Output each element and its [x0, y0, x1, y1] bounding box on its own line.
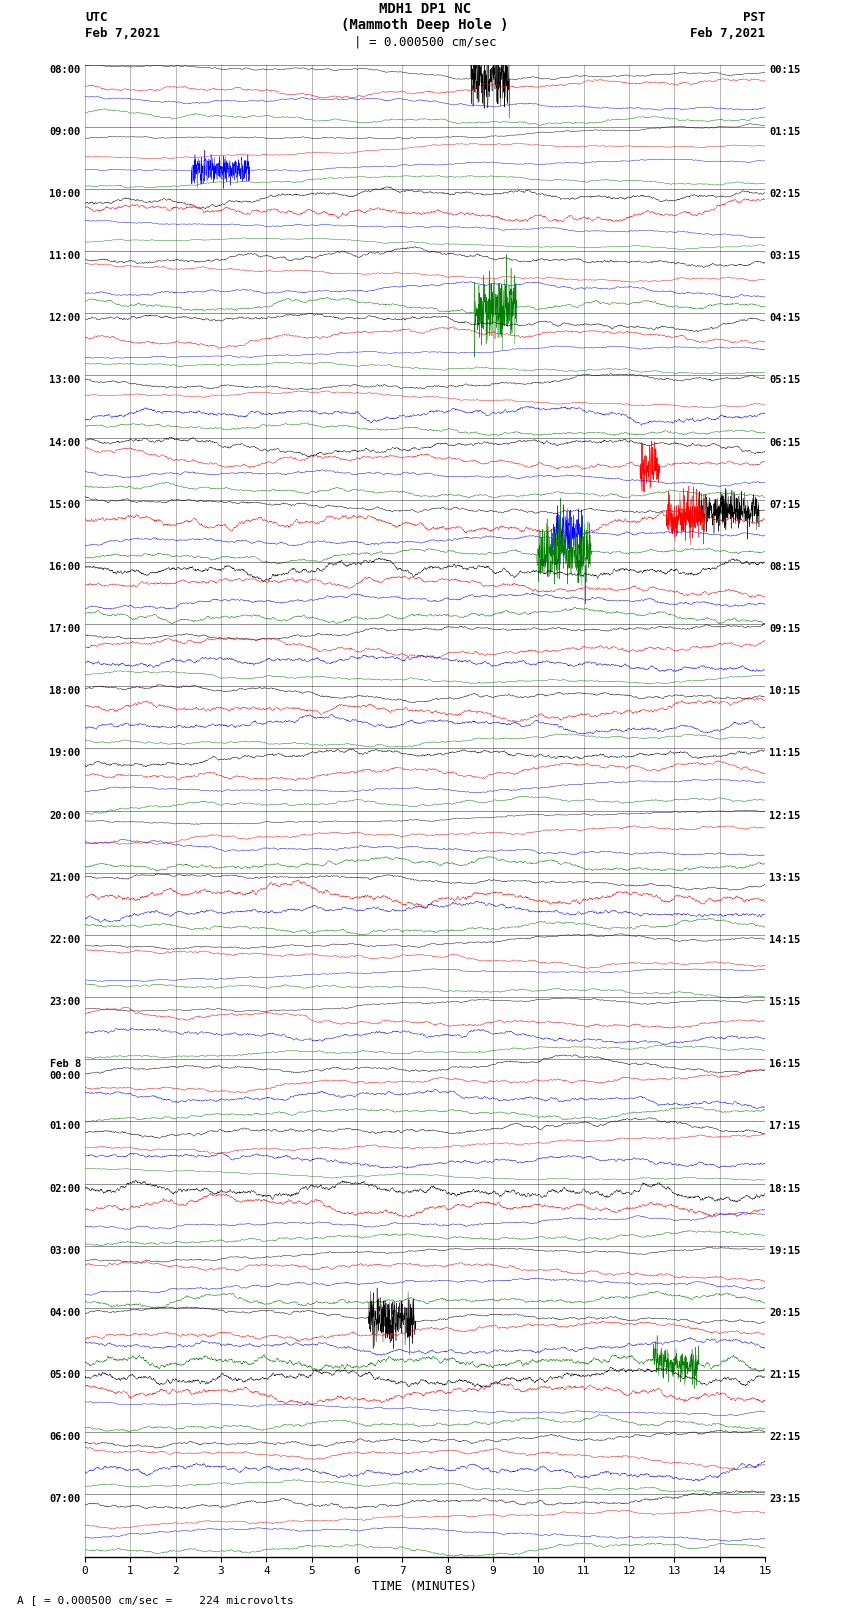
Text: Feb 8
00:00: Feb 8 00:00	[49, 1060, 81, 1081]
Text: 23:15: 23:15	[769, 1494, 801, 1505]
Text: 22:00: 22:00	[49, 936, 81, 945]
Text: 06:00: 06:00	[49, 1432, 81, 1442]
Text: 11:00: 11:00	[49, 252, 81, 261]
Text: 04:15: 04:15	[769, 313, 801, 323]
Text: 14:15: 14:15	[769, 936, 801, 945]
Text: 02:15: 02:15	[769, 189, 801, 198]
Text: 08:00: 08:00	[49, 65, 81, 74]
Text: 16:15: 16:15	[769, 1060, 801, 1069]
Text: Feb 7,2021: Feb 7,2021	[690, 27, 765, 40]
Text: 11:15: 11:15	[769, 748, 801, 758]
Text: 04:00: 04:00	[49, 1308, 81, 1318]
Text: UTC: UTC	[85, 11, 107, 24]
Text: 21:15: 21:15	[769, 1369, 801, 1381]
Text: 13:15: 13:15	[769, 873, 801, 882]
Text: 01:15: 01:15	[769, 127, 801, 137]
Text: 03:15: 03:15	[769, 252, 801, 261]
Text: 05:15: 05:15	[769, 376, 801, 386]
Text: 18:15: 18:15	[769, 1184, 801, 1194]
Text: 20:00: 20:00	[49, 810, 81, 821]
Text: 14:00: 14:00	[49, 437, 81, 447]
Text: 15:15: 15:15	[769, 997, 801, 1007]
Text: 07:15: 07:15	[769, 500, 801, 510]
Text: 09:00: 09:00	[49, 127, 81, 137]
Text: 02:00: 02:00	[49, 1184, 81, 1194]
Text: 08:15: 08:15	[769, 561, 801, 573]
Text: | = 0.000500 cm/sec: | = 0.000500 cm/sec	[354, 35, 496, 48]
Text: 12:00: 12:00	[49, 313, 81, 323]
Text: 19:00: 19:00	[49, 748, 81, 758]
Text: 06:15: 06:15	[769, 437, 801, 447]
Text: 12:15: 12:15	[769, 810, 801, 821]
Text: PST: PST	[743, 11, 765, 24]
Text: (Mammoth Deep Hole ): (Mammoth Deep Hole )	[341, 18, 509, 32]
Text: 10:00: 10:00	[49, 189, 81, 198]
Text: 21:00: 21:00	[49, 873, 81, 882]
Text: 17:00: 17:00	[49, 624, 81, 634]
Text: 07:00: 07:00	[49, 1494, 81, 1505]
Text: 17:15: 17:15	[769, 1121, 801, 1131]
X-axis label: TIME (MINUTES): TIME (MINUTES)	[372, 1581, 478, 1594]
Text: 19:15: 19:15	[769, 1245, 801, 1255]
Text: 00:15: 00:15	[769, 65, 801, 74]
Text: 22:15: 22:15	[769, 1432, 801, 1442]
Text: 09:15: 09:15	[769, 624, 801, 634]
Text: 20:15: 20:15	[769, 1308, 801, 1318]
Text: Feb 7,2021: Feb 7,2021	[85, 27, 160, 40]
Text: 16:00: 16:00	[49, 561, 81, 573]
Text: 15:00: 15:00	[49, 500, 81, 510]
Text: A [ = 0.000500 cm/sec =    224 microvolts: A [ = 0.000500 cm/sec = 224 microvolts	[17, 1595, 294, 1605]
Text: 23:00: 23:00	[49, 997, 81, 1007]
Text: MDH1 DP1 NC: MDH1 DP1 NC	[379, 2, 471, 16]
Text: 01:00: 01:00	[49, 1121, 81, 1131]
Text: 10:15: 10:15	[769, 686, 801, 697]
Text: 13:00: 13:00	[49, 376, 81, 386]
Text: 03:00: 03:00	[49, 1245, 81, 1255]
Text: 05:00: 05:00	[49, 1369, 81, 1381]
Text: 18:00: 18:00	[49, 686, 81, 697]
